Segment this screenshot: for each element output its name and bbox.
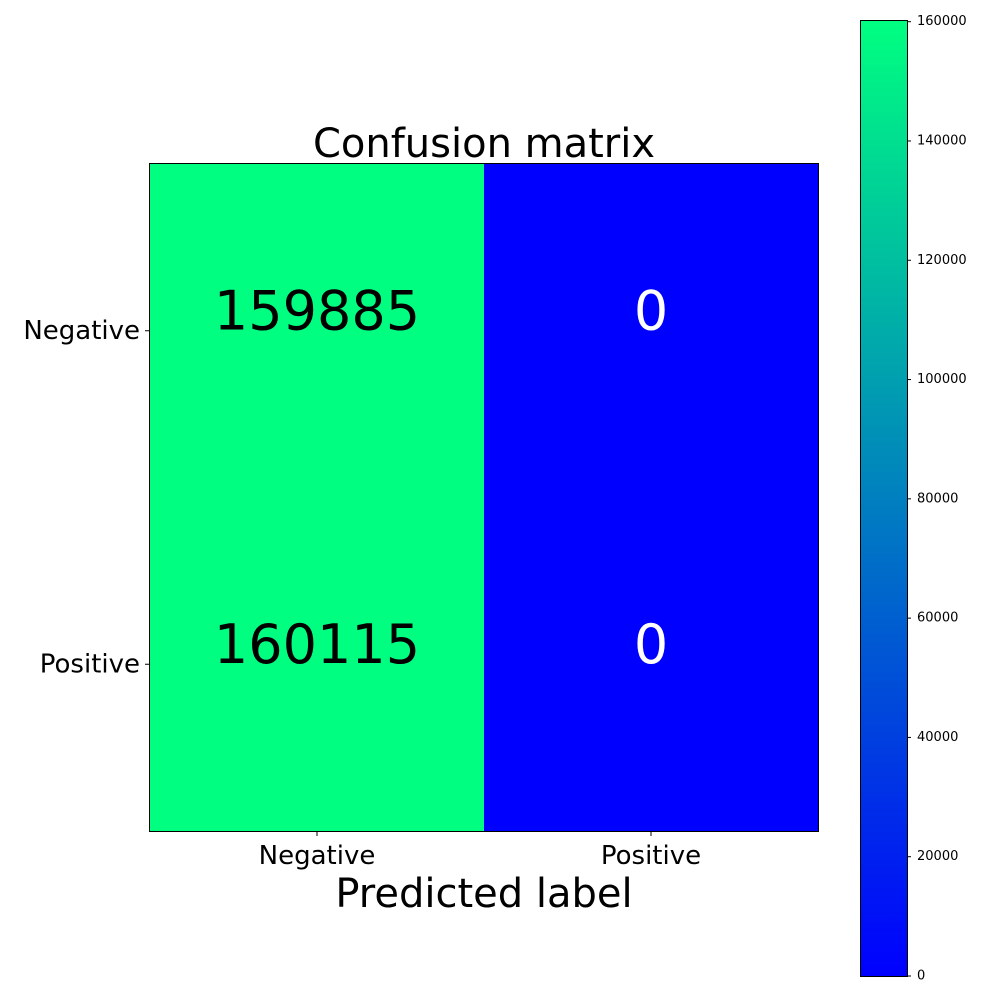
- x-tick-label: Positive: [601, 841, 701, 871]
- colorbar-tick-label: 140000: [917, 133, 967, 148]
- x-axis-ticks: Negative Positive: [259, 831, 701, 871]
- colorbar-ticks: 0 20000 40000 60000 80000 100000 120000 140000 1…: [907, 14, 967, 984]
- colorbar-tick-label: 20000: [917, 849, 958, 864]
- matrix-cells: 159885 0 160115 0: [150, 164, 819, 832]
- matrix-cell: [150, 497, 485, 832]
- y-tick-label: Negative: [23, 316, 140, 346]
- y-axis-ticks: Negative Positive: [23, 316, 150, 679]
- cell-value-label: 0: [634, 613, 668, 676]
- colorbar-tick-label: 0: [917, 969, 925, 984]
- colorbar-tick-label: 160000: [917, 14, 967, 29]
- colorbar-tick-label: 120000: [917, 253, 967, 268]
- cell-value-label: 0: [634, 279, 668, 342]
- plot-frame: [149, 163, 819, 832]
- matrix-cell: [484, 164, 819, 498]
- colorbar-tick-label: 100000: [917, 372, 967, 387]
- x-axis-label: Predicted label: [335, 871, 632, 917]
- matrix-cell: [484, 497, 819, 832]
- cell-value-label: 159885: [214, 279, 420, 342]
- colorbar: [860, 20, 908, 977]
- x-tick-label: Negative: [259, 841, 376, 871]
- matrix-cell: [150, 164, 485, 498]
- colorbar-tick-label: 80000: [917, 491, 958, 506]
- cell-value-label: 160115: [214, 613, 420, 676]
- colorbar-tick-label: 60000: [917, 611, 958, 626]
- chart-title: Confusion matrix: [313, 121, 655, 167]
- y-tick-label: Positive: [40, 649, 140, 679]
- colorbar-tick-label: 40000: [917, 730, 958, 745]
